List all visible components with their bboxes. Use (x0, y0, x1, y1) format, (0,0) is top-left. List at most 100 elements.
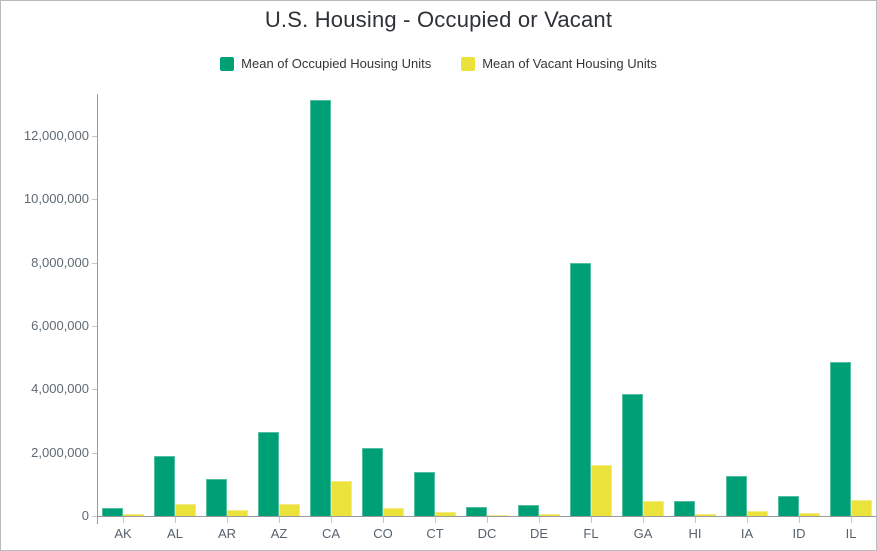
x-label-DE: DE (529, 526, 549, 541)
occupied-bar-ID[interactable] (778, 496, 799, 516)
bar-group-IA: IA (721, 94, 773, 541)
x-tick (539, 517, 540, 523)
x-tick (487, 517, 488, 523)
y-tick-label: 6,000,000 (31, 318, 89, 334)
x-label-DC: DC (477, 526, 497, 541)
bar-pair (825, 94, 876, 516)
legend-item-occupied[interactable]: Mean of Occupied Housing Units (220, 56, 431, 72)
vacant-bar-DE[interactable] (539, 513, 560, 516)
bar-pair (149, 94, 201, 516)
vacant-bar-DC[interactable] (487, 514, 508, 516)
bar-pair (773, 94, 825, 516)
x-tick (227, 517, 228, 523)
vacant-bar-ID[interactable] (799, 513, 820, 516)
bar-pair (97, 94, 149, 516)
vacant-bar-IL[interactable] (851, 500, 872, 516)
vacant-bar-CA[interactable] (331, 481, 352, 516)
y-tick-label: 8,000,000 (31, 254, 89, 270)
bar-group-CO: CO (357, 94, 409, 541)
x-label-IL: IL (845, 526, 857, 541)
x-label-AR: AR (217, 526, 237, 541)
plot-area: AK AL AR AZ CA CO CT DC DE FL GA HI IA ID IL 0 2,000,00… (24, 94, 876, 541)
y-tick (92, 199, 97, 201)
y-tick-label: 2,000,000 (31, 444, 89, 460)
bar-group-DC: DC (461, 94, 513, 541)
occupied-bar-FL[interactable] (570, 263, 591, 516)
vacant-bar-GA[interactable] (643, 500, 664, 516)
y-tick-label: 4,000,000 (31, 381, 89, 397)
vacant-bar-IA[interactable] (747, 510, 768, 516)
vacant-bar-AZ[interactable] (279, 503, 300, 516)
legend-label-occupied: Mean of Occupied Housing Units (241, 56, 432, 71)
legend-item-vacant[interactable]: Mean of Vacant Housing Units (461, 56, 657, 72)
y-tick (92, 452, 97, 454)
bar-group-ID: ID (773, 94, 825, 541)
x-label-GA: GA (633, 526, 653, 541)
bar-group-AR: AR (201, 94, 253, 541)
occupied-bar-AZ[interactable] (258, 432, 279, 516)
bar-pair (357, 94, 409, 516)
occupied-bar-IL[interactable] (830, 361, 851, 516)
occupied-bar-AL[interactable] (154, 455, 175, 516)
x-label-CO: CO (373, 526, 393, 541)
x-label-FL: FL (583, 526, 599, 541)
y-tick-label: 10,000,000 (23, 191, 89, 207)
x-tick (175, 517, 176, 523)
bar-group-FL: FL (565, 94, 617, 541)
vacant-bar-AR[interactable] (227, 509, 248, 516)
y-tick-label: 12,000,000 (23, 128, 89, 144)
bar-group-IL: IL (825, 94, 876, 541)
legend: Mean of Occupied Housing Units Mean of V… (1, 56, 876, 72)
x-tick (591, 517, 592, 523)
y-tick (92, 262, 97, 264)
x-label-HI: HI (688, 526, 702, 541)
y-tick (92, 326, 97, 328)
occupied-bar-DE[interactable] (518, 504, 539, 516)
chart-title: U.S. Housing - Occupied or Vacant (264, 7, 613, 32)
vacant-bar-FL[interactable] (591, 464, 612, 516)
occupied-bar-HI[interactable] (674, 501, 695, 516)
bar-pair (565, 94, 617, 516)
y-axis-line (97, 94, 98, 524)
vacant-bar-AL[interactable] (175, 504, 196, 516)
occupied-bar-CO[interactable] (362, 448, 383, 516)
bar-pair (669, 94, 721, 516)
x-label-ID: ID (792, 526, 806, 541)
bar-pair (617, 94, 669, 516)
y-tick (92, 389, 97, 391)
occupied-bar-AR[interactable] (206, 479, 227, 516)
occupied-bar-AK[interactable] (102, 508, 123, 516)
bar-group-AZ: AZ (253, 94, 305, 541)
bar-group-GA: GA (617, 94, 669, 541)
bar-group-CA: CA (305, 94, 357, 541)
occupied-bar-DC[interactable] (466, 507, 487, 516)
x-tick (123, 517, 124, 523)
occupied-bar-GA[interactable] (622, 394, 643, 516)
x-tick (799, 517, 800, 523)
y-tick-label: 0 (81, 508, 89, 523)
bar-pair (461, 94, 513, 516)
bar-pair (721, 94, 773, 516)
legend-label-vacant: Mean of Vacant Housing Units (482, 56, 657, 71)
vacant-bar-CT[interactable] (435, 512, 456, 516)
x-tick (747, 517, 748, 523)
x-tick (331, 517, 332, 523)
bar-pair (253, 94, 305, 516)
x-tick (695, 517, 696, 523)
x-label-CT: CT (426, 526, 444, 541)
vacant-bar-AK[interactable] (123, 514, 144, 516)
bar-group-DE: DE (513, 94, 565, 541)
bar-categories: AK AL AR AZ CA CO CT DC DE FL GA HI IA ID IL (97, 94, 876, 541)
occupied-bar-CT[interactable] (414, 472, 435, 516)
bar-group-CT: CT (409, 94, 461, 541)
x-label-AL: AL (167, 526, 183, 541)
vacant-bar-CO[interactable] (383, 508, 404, 516)
x-label-AZ: AZ (270, 526, 288, 541)
bar-group-HI: HI (669, 94, 721, 541)
occupied-bar-CA[interactable] (310, 99, 331, 516)
vacant-bar-HI[interactable] (695, 513, 716, 516)
bar-group-AK: AK (97, 94, 149, 541)
bar-pair (409, 94, 461, 516)
occupied-bar-IA[interactable] (726, 476, 747, 516)
